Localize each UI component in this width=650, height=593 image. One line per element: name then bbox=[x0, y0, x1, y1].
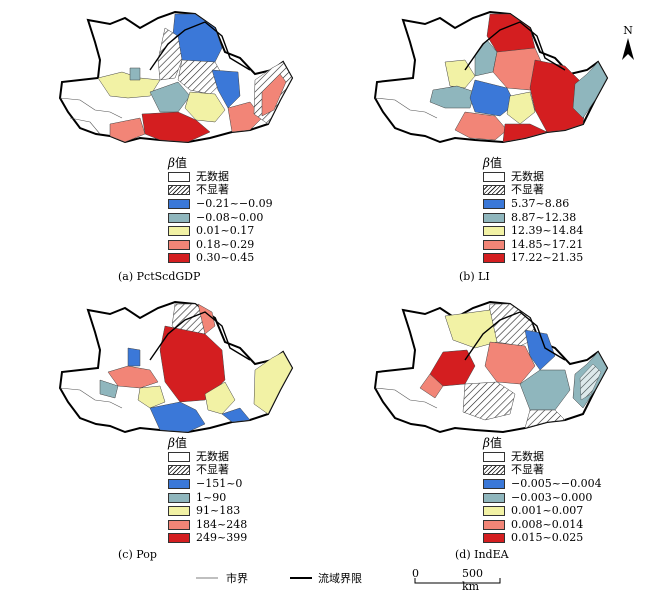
legend-class-5: 0.30~0.45 bbox=[168, 251, 273, 266]
city-line-sample bbox=[196, 577, 218, 579]
region bbox=[197, 303, 216, 335]
map-a bbox=[58, 10, 294, 144]
legend-class-2: −0.08~0.00 bbox=[168, 211, 273, 225]
map-b bbox=[373, 10, 609, 144]
ordos-loop bbox=[149, 311, 251, 361]
city-boundary bbox=[374, 387, 438, 409]
legend-not-significant: 不显著 bbox=[168, 463, 247, 478]
ordos-loop bbox=[464, 21, 566, 71]
legend-class-3: 91~183 bbox=[168, 504, 247, 518]
legend-title: β值 bbox=[168, 436, 187, 450]
region bbox=[109, 117, 146, 143]
region bbox=[261, 73, 287, 117]
legend-not-significant: 不显著 bbox=[483, 463, 602, 478]
legend-class-1: 5.37~8.86 bbox=[483, 197, 583, 211]
legend-class-4: 184~248 bbox=[168, 518, 247, 532]
map-c bbox=[58, 300, 294, 434]
legend-title: β值 bbox=[483, 436, 502, 450]
legend-class-4: 0.18~0.29 bbox=[168, 238, 273, 252]
legend-a: β值 无数据 不显著 −0.21~−0.09 −0.08~0.00 0.01~0… bbox=[168, 156, 273, 265]
region bbox=[579, 363, 602, 401]
panel-caption: (b) LI bbox=[459, 270, 490, 283]
region bbox=[529, 59, 588, 133]
city-boundary bbox=[59, 97, 123, 119]
city-boundary bbox=[59, 387, 123, 409]
region bbox=[99, 379, 119, 399]
region bbox=[572, 61, 608, 119]
panel-d: β值 无数据 不显著 −0.005~−0.004 −0.003~0.000 0.… bbox=[325, 290, 650, 570]
region bbox=[444, 309, 498, 349]
legend-class-3: 0.001~0.007 bbox=[483, 504, 602, 518]
region bbox=[469, 79, 516, 117]
legend-class-2: 1~90 bbox=[168, 491, 247, 505]
legend-title: β值 bbox=[483, 156, 502, 170]
legend-class-1: −0.21~−0.09 bbox=[168, 197, 273, 211]
ordos-loop bbox=[149, 21, 251, 71]
legend-no-data: 无数据 bbox=[168, 170, 273, 184]
panel-b: N β值 无数据 不显著 5.37~8.86 8.87~12.38 12.39~… bbox=[325, 0, 650, 290]
legend-no-data: 无数据 bbox=[168, 450, 247, 464]
legend-class-4: 0.008~0.014 bbox=[483, 518, 602, 532]
legend-class-1: −151~0 bbox=[168, 477, 247, 491]
legend-d: β值 无数据 不显著 −0.005~−0.004 −0.003~0.000 0.… bbox=[483, 436, 602, 545]
legend-not-significant: 不显著 bbox=[483, 183, 583, 198]
city-boundary bbox=[69, 117, 101, 135]
region bbox=[227, 101, 263, 133]
region bbox=[429, 85, 476, 109]
region bbox=[127, 347, 141, 367]
region bbox=[462, 381, 516, 421]
north-arrow: N bbox=[622, 24, 634, 60]
panel-caption: (c) Pop bbox=[118, 548, 157, 561]
region bbox=[129, 67, 141, 81]
city-boundary-label: 市界 bbox=[226, 572, 248, 585]
region bbox=[454, 111, 508, 141]
scale-zero: 0 bbox=[412, 567, 419, 580]
region bbox=[149, 401, 206, 433]
region bbox=[524, 329, 556, 371]
region bbox=[141, 111, 211, 143]
legend-class-5: 249~399 bbox=[168, 531, 247, 546]
region bbox=[184, 91, 226, 123]
city-boundary bbox=[374, 97, 438, 119]
legend-class-2: −0.003~0.000 bbox=[483, 491, 602, 505]
region bbox=[204, 381, 236, 415]
scale-bar: 0 500 km bbox=[412, 567, 502, 593]
legend-no-data: 无数据 bbox=[483, 170, 583, 184]
region bbox=[502, 123, 548, 143]
legend-not-significant: 不显著 bbox=[168, 183, 273, 198]
legend-no-data: 无数据 bbox=[483, 450, 602, 464]
ordos-loop bbox=[464, 311, 566, 361]
region bbox=[506, 91, 536, 125]
legend-class-3: 12.39~14.84 bbox=[483, 224, 583, 238]
region bbox=[524, 409, 566, 429]
legend-class-5: 0.015~0.025 bbox=[483, 531, 602, 546]
panel-caption: (d) IndEA bbox=[455, 548, 509, 561]
map-d bbox=[373, 300, 609, 434]
basin-line-sample bbox=[290, 577, 312, 579]
panel-caption: (a) PctScdGDP bbox=[118, 270, 201, 283]
legend-class-1: −0.005~−0.004 bbox=[483, 477, 602, 491]
legend-b: β值 无数据 不显著 5.37~8.86 8.87~12.38 12.39~14… bbox=[483, 156, 583, 265]
legend-class-2: 8.87~12.38 bbox=[483, 211, 583, 225]
region bbox=[97, 71, 161, 99]
basin-boundary-label: 流域界限 bbox=[318, 572, 362, 585]
legend-title: β值 bbox=[168, 156, 187, 170]
region bbox=[149, 81, 191, 113]
legend-c: β值 无数据 不显著 −151~0 1~90 91~183 184~248 24… bbox=[168, 436, 247, 545]
region bbox=[211, 69, 241, 109]
legend-class-4: 14.85~17.21 bbox=[483, 238, 583, 252]
region bbox=[253, 351, 293, 415]
region bbox=[159, 325, 226, 403]
north-label: N bbox=[623, 24, 633, 37]
region bbox=[221, 407, 251, 423]
legend-class-5: 17.22~21.35 bbox=[483, 251, 583, 266]
legend-class-3: 0.01~0.17 bbox=[168, 224, 273, 238]
region bbox=[137, 385, 166, 409]
region bbox=[419, 373, 444, 399]
panel-c: β值 无数据 不显著 −151~0 1~90 91~183 184~248 24… bbox=[0, 290, 325, 570]
panel-a: β值 无数据 不显著 −0.21~−0.09 −0.08~0.00 0.01~0… bbox=[0, 0, 325, 290]
